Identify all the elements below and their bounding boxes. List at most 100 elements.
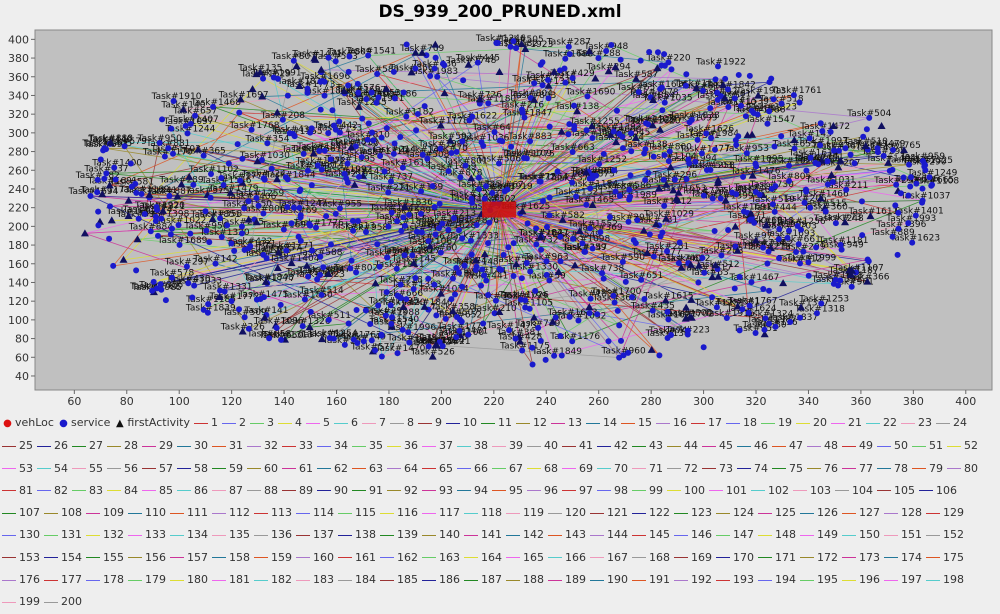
service-point — [355, 81, 361, 87]
legend-item-route: 38 — [457, 435, 488, 457]
service-point — [665, 335, 671, 341]
service-point — [385, 224, 391, 230]
legend-item-route: 21 — [831, 412, 862, 434]
service-point — [746, 310, 752, 316]
legend-item-route: 48 — [807, 435, 838, 457]
legend-item-route: 109 — [86, 502, 124, 524]
y-tick-label: 140 — [8, 276, 29, 289]
service-point — [587, 185, 593, 191]
service-point — [285, 93, 291, 99]
service-point — [495, 40, 501, 46]
service-point — [217, 288, 223, 294]
legend-item-route: 99 — [632, 480, 663, 502]
legend-item-route: 187 — [464, 569, 502, 591]
legend-item-route: 166 — [548, 547, 586, 569]
legend-item-firstActivity: ▲ firstActivity — [114, 412, 190, 435]
legend-item-route: 175 — [926, 547, 964, 569]
service-point — [260, 252, 266, 258]
legend-item-route: 188 — [506, 569, 544, 591]
service-point — [709, 294, 715, 300]
service-point — [298, 238, 304, 244]
legend-item-route: 34 — [317, 435, 348, 457]
service-point — [618, 338, 624, 344]
service-point — [402, 252, 408, 258]
legend-item-route: 195 — [800, 569, 838, 591]
service-point — [571, 103, 577, 109]
service-point — [351, 337, 357, 343]
legend-item-route: 170 — [716, 547, 754, 569]
service-point — [166, 193, 172, 199]
service-point — [469, 196, 475, 202]
service-point — [707, 105, 713, 111]
service-point — [626, 196, 632, 202]
legend-item-route: 9 — [418, 412, 442, 434]
service-point — [208, 195, 214, 201]
legend-item-route: 133 — [128, 524, 166, 546]
service-point — [275, 76, 281, 82]
service-point — [304, 86, 310, 92]
legend-item-route: 104 — [835, 480, 873, 502]
service-point — [708, 135, 714, 141]
service-point — [480, 143, 486, 149]
service-point — [412, 66, 418, 72]
service-point — [843, 187, 849, 193]
service-point — [557, 234, 563, 240]
service-point — [456, 270, 462, 276]
service-point — [747, 73, 753, 79]
service-point — [443, 316, 449, 322]
legend-item-route: 121 — [590, 502, 628, 524]
service-point — [346, 320, 352, 326]
service-point — [177, 242, 183, 248]
service-point — [522, 297, 528, 303]
service-point — [139, 191, 145, 197]
x-tick-label: 160 — [326, 395, 347, 408]
service-point — [191, 283, 197, 289]
legend-item-route: 150 — [842, 524, 880, 546]
legend-item-route: 23 — [901, 412, 932, 434]
service-point — [459, 284, 465, 290]
service-point — [309, 125, 315, 131]
legend-item-route: 159 — [254, 547, 292, 569]
service-point — [482, 196, 488, 202]
service-point — [527, 138, 533, 144]
service-point — [278, 337, 284, 343]
legend-item-route: 200 — [44, 591, 82, 613]
service-point — [611, 129, 617, 135]
service-point — [636, 89, 642, 95]
service-point — [290, 131, 296, 137]
service-point — [183, 123, 189, 129]
service-point — [570, 236, 576, 242]
legend-item-route: 4 — [278, 412, 302, 434]
service-point — [474, 222, 480, 228]
service-point — [764, 121, 770, 127]
service-point — [608, 42, 614, 48]
service-point — [229, 298, 235, 304]
legend-item-route: 19 — [761, 412, 792, 434]
service-point — [707, 167, 713, 173]
service-point — [206, 239, 212, 245]
service-point — [479, 267, 485, 273]
service-point — [403, 114, 409, 120]
service-point — [370, 137, 376, 143]
service-point — [504, 187, 510, 193]
service-point — [506, 327, 512, 333]
legend-item-route: 131 — [44, 524, 82, 546]
service-point — [384, 289, 390, 295]
service-point — [158, 281, 164, 287]
service-point — [590, 175, 596, 181]
legend-item-route: 110 — [128, 502, 166, 524]
service-point — [454, 149, 460, 155]
service-point — [699, 150, 705, 156]
service-point — [185, 280, 191, 286]
legend-item-route: 64 — [387, 458, 418, 480]
service-point — [736, 72, 742, 78]
legend-item-route: 77 — [842, 458, 873, 480]
service-point — [463, 163, 469, 169]
service-point — [425, 276, 431, 282]
legend-item-route: 85 — [142, 480, 173, 502]
service-point — [333, 58, 339, 64]
service-point — [168, 231, 174, 237]
legend-item-route: 173 — [842, 547, 880, 569]
service-point — [569, 179, 575, 185]
service-point — [403, 296, 409, 302]
